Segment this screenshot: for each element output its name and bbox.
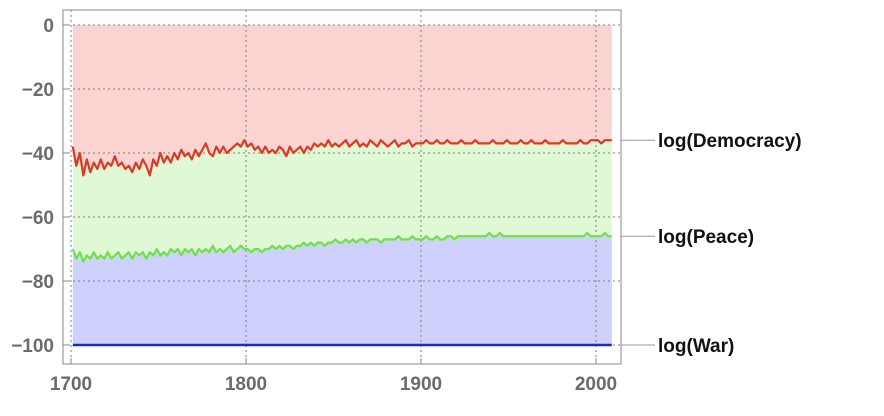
fill-democracy-to-peace bbox=[72, 140, 612, 262]
y-tick-label--40: −40 bbox=[22, 144, 54, 165]
y-tick-label--100: −100 bbox=[11, 336, 54, 357]
chart-fill-regions bbox=[72, 25, 612, 345]
series-label-logdemocracy: log(Democracy) bbox=[658, 131, 802, 152]
series-labels: log(Democracy) log(Peace) log(War) bbox=[621, 131, 802, 357]
fill-peace-to-war bbox=[72, 233, 612, 345]
x-tick-label-1700: 1700 bbox=[50, 374, 92, 395]
y-tick-label--80: −80 bbox=[22, 272, 54, 293]
x-tick-label-1900: 1900 bbox=[400, 374, 442, 395]
fill-above-democracy bbox=[72, 25, 612, 176]
series-label-logpeace: log(Peace) bbox=[658, 227, 754, 248]
series-line-logpeace bbox=[71, 231, 612, 263]
x-axis: 1700 1800 1900 2000 bbox=[50, 358, 617, 395]
x-tick-label-2000: 2000 bbox=[575, 374, 617, 395]
x-tick-label-1800: 1800 bbox=[225, 374, 267, 395]
chart-series-lines bbox=[71, 139, 612, 347]
plot-frame bbox=[62, 9, 622, 365]
y-tick-label-0: 0 bbox=[43, 16, 54, 37]
series-label-logwar: log(War) bbox=[658, 336, 734, 357]
y-tick-label--60: −60 bbox=[22, 208, 54, 229]
series-line-logdemocracy bbox=[71, 139, 612, 177]
y-tick-label--20: −20 bbox=[22, 80, 54, 101]
y-axis: 0 −20 −40 −60 −80 −100 bbox=[11, 16, 69, 357]
